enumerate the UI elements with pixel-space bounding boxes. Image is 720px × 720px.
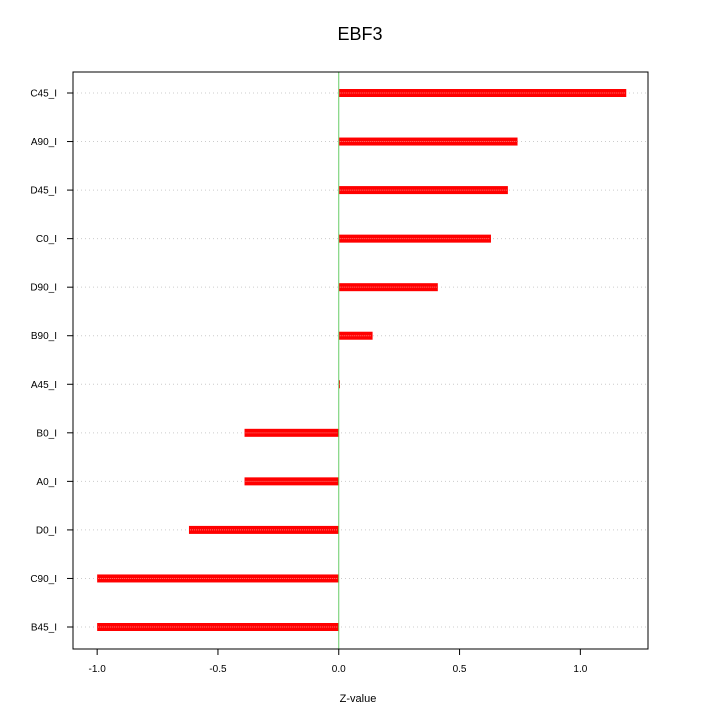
y-axis: C45_I A90_I D45_I C0_I D90_I B90_I A45_I B0_I A0…: [30, 89, 73, 634]
bar-B45_I: [97, 623, 339, 631]
bar-C90_I: [97, 574, 339, 583]
x-tick-label: 0.0: [332, 664, 346, 675]
y-tick-label: B0_I: [36, 428, 57, 439]
x-tick-label: 0.5: [453, 664, 467, 675]
bar-B90_I: [338, 331, 373, 340]
y-tick-label: A45_I: [31, 380, 57, 391]
x-axis-label: Z-value: [340, 693, 377, 705]
y-tick-label: B90_I: [31, 331, 57, 342]
bars-layer: [97, 89, 627, 631]
bar-D0_I: [188, 525, 339, 534]
chart-title: EBF3: [337, 24, 382, 44]
x-axis: -1.0 -0.5 0.0 0.5 1.0: [89, 649, 588, 675]
plot-frame: [72, 71, 649, 650]
y-tick-label: A90_I: [31, 137, 57, 148]
grid-layer: [73, 92, 648, 628]
x-tick-label: -0.5: [209, 664, 227, 675]
y-tick-label: C0_I: [36, 234, 57, 245]
y-tick-label: D45_I: [30, 186, 57, 197]
bar-C0_I: [338, 234, 491, 243]
y-tick-label: B45_I: [31, 623, 57, 634]
y-tick-label: D90_I: [30, 283, 57, 294]
bar-D45_I: [338, 186, 508, 195]
y-tick-label: C45_I: [30, 89, 57, 100]
y-tick-label: C90_I: [30, 574, 57, 585]
y-tick-label: D0_I: [36, 525, 57, 536]
x-tick-label: 1.0: [573, 664, 587, 675]
x-tick-label: -1.0: [89, 664, 107, 675]
y-tick-label: A0_I: [36, 477, 57, 488]
